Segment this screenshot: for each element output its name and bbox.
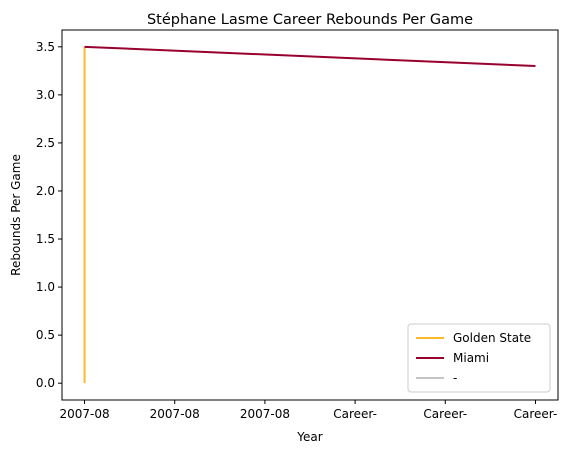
chart-title: Stéphane Lasme Career Rebounds Per Game	[147, 12, 473, 28]
y-tick-label: 1.5	[36, 232, 55, 246]
legend-label: Miami	[453, 351, 489, 365]
y-tick-label: 3.0	[36, 88, 55, 102]
x-tick-label: Career-	[514, 407, 558, 421]
x-tick-label: 2007-08	[240, 407, 290, 421]
x-axis-label: Year	[296, 430, 322, 444]
y-tick-label: 0.5	[36, 328, 55, 342]
x-tick-label: 2007-08	[150, 407, 200, 421]
y-tick-label: 2.0	[36, 184, 55, 198]
legend-label: -	[453, 371, 457, 385]
x-tick-label: Career-	[423, 407, 467, 421]
y-tick-label: 2.5	[36, 136, 55, 150]
y-tick-label: 3.5	[36, 40, 55, 54]
y-axis-label: Rebounds Per Game	[9, 154, 23, 276]
y-tick-label: 0.0	[36, 376, 55, 390]
y-tick-label: 1.0	[36, 280, 55, 294]
x-tick-label: Career-	[333, 407, 377, 421]
legend: Golden State Miami -	[408, 324, 550, 392]
x-tick-label: 2007-08	[59, 407, 109, 421]
legend-label: Golden State	[453, 331, 531, 345]
